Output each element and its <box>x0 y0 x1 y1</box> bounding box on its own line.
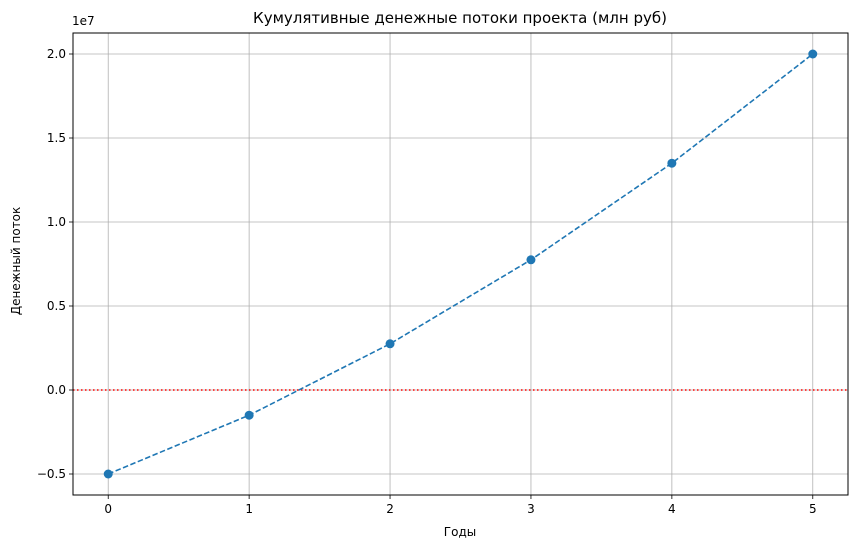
x-tick-label: 2 <box>386 502 394 516</box>
y-tick-label: 1.5 <box>47 131 66 145</box>
y-tick-label: 0.5 <box>47 299 66 313</box>
x-axis-ticks: 0 1 2 3 4 5 <box>104 495 817 516</box>
x-tick-label: 1 <box>245 502 253 516</box>
y-axis-ticks: −0.5 0.0 0.5 1.0 1.5 2.0 <box>37 47 73 481</box>
data-point <box>667 158 677 168</box>
data-point <box>808 49 818 59</box>
grid <box>73 33 848 495</box>
chart-title: Кумулятивные денежные потоки проекта (мл… <box>253 9 667 27</box>
data-point <box>244 410 254 420</box>
x-axis-label: Годы <box>444 525 476 539</box>
series-layer <box>103 49 818 479</box>
y-tick-label: 0.0 <box>47 383 66 397</box>
x-tick-label: 3 <box>527 502 535 516</box>
y-axis-label: Денежный поток <box>9 207 23 316</box>
plot-frame <box>72 32 849 496</box>
y-tick-label: 2.0 <box>47 47 66 61</box>
data-point <box>526 255 536 265</box>
series-line <box>107 53 814 475</box>
x-tick-label: 0 <box>104 502 112 516</box>
x-tick-label: 4 <box>668 502 676 516</box>
y-tick-label: 1.0 <box>47 215 66 229</box>
y-tick-label: −0.5 <box>37 467 66 481</box>
data-point <box>385 339 395 349</box>
y-axis-offset-label: 1e7 <box>72 14 95 28</box>
data-point <box>103 469 113 479</box>
x-tick-label: 5 <box>809 502 817 516</box>
